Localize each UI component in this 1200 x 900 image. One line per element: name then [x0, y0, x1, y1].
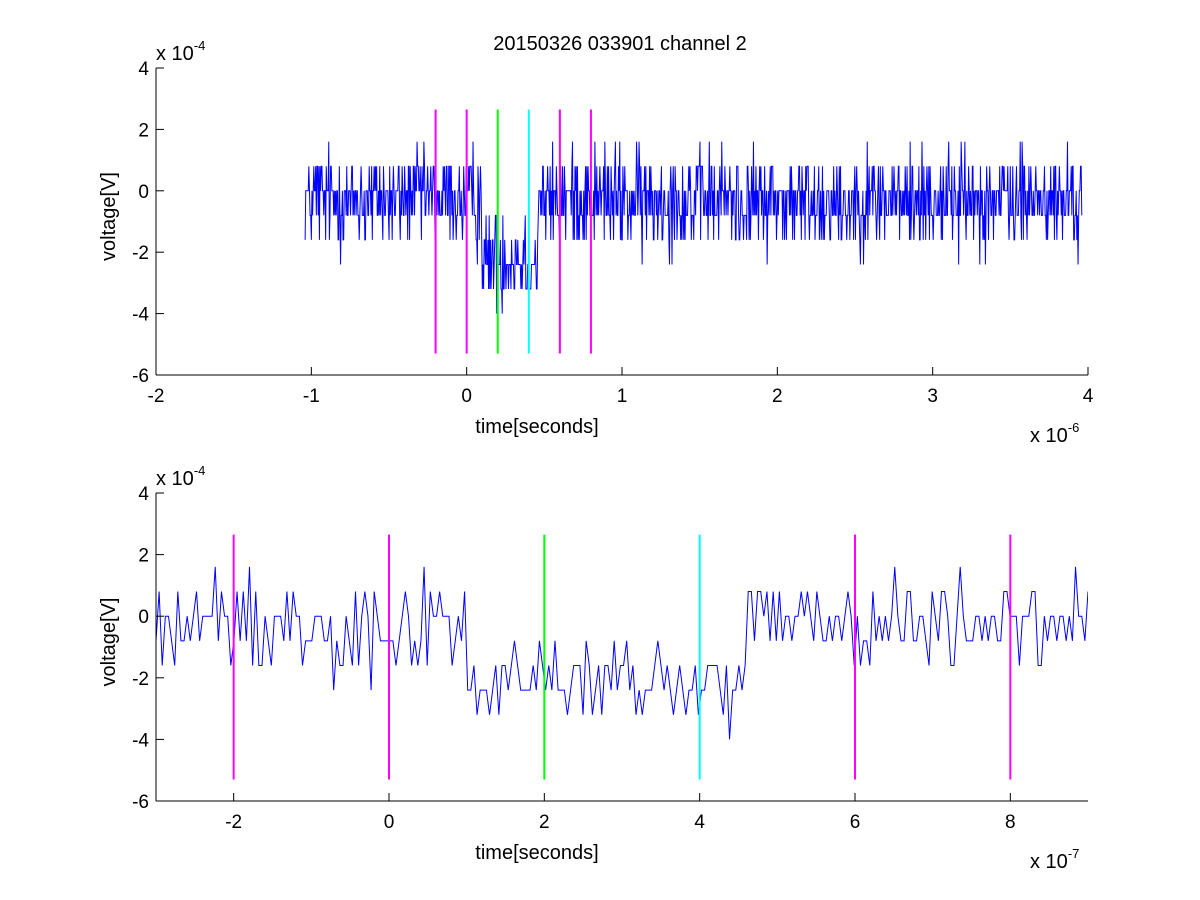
y-axis-label: voltage[V] — [98, 598, 120, 687]
y-tick-label: 4 — [138, 59, 149, 80]
y-axis-label: voltage[V] — [98, 172, 120, 261]
y-tick-label: -4 — [132, 305, 149, 326]
x-tick-label: 4 — [694, 812, 705, 833]
chart-title: 20150326 033901 channel 2 — [493, 33, 747, 55]
y-tick-label: 4 — [138, 484, 149, 505]
x-tick-label: -2 — [225, 812, 242, 833]
x-scale-exponent: -6 — [1068, 420, 1080, 435]
x-axis-label: time[seconds] — [475, 416, 598, 438]
x-tick-label: -1 — [303, 386, 320, 407]
y-tick-label: -2 — [132, 243, 149, 264]
y-tick-label: -6 — [132, 366, 149, 387]
y-tick-label: 2 — [138, 120, 149, 141]
x-tick-label: 2 — [539, 812, 550, 833]
y-tick-label: -6 — [132, 792, 149, 813]
x-tick-label: 0 — [384, 812, 395, 833]
y-tick-label: 0 — [138, 607, 149, 628]
signal-trace — [156, 566, 1088, 740]
x-tick-label: 4 — [1083, 386, 1094, 407]
x-tick-label: 3 — [927, 386, 938, 407]
y-tick-label: -4 — [132, 730, 149, 751]
x-tick-label: 0 — [461, 386, 472, 407]
y-scale-exponent: -4 — [194, 38, 206, 53]
x-tick-label: 1 — [617, 386, 628, 407]
x-tick-label: -2 — [148, 386, 165, 407]
x-tick-label: 2 — [772, 386, 783, 407]
y-scale-exponent: -4 — [194, 463, 206, 478]
signal-trace — [304, 141, 1083, 314]
x-axis-label: time[seconds] — [475, 842, 598, 864]
x-scale-exponent: -7 — [1068, 846, 1080, 861]
y-tick-label: 2 — [138, 546, 149, 567]
x-tick-label: 8 — [1005, 812, 1016, 833]
x-tick-label: 6 — [850, 812, 861, 833]
y-tick-label: 0 — [138, 182, 149, 203]
y-tick-label: -2 — [132, 669, 149, 690]
